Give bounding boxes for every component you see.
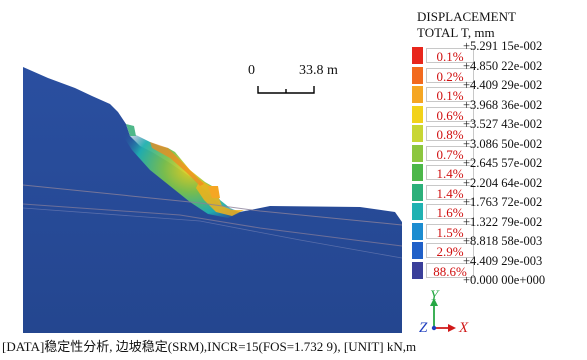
legend-title-line2: TOTAL T, mm (417, 25, 495, 40)
legend-swatch (412, 203, 423, 220)
legend-row: 1.4% (412, 164, 587, 181)
legend-percent: 1.5% (426, 223, 474, 240)
y-axis-label: Y (430, 288, 439, 304)
legend-swatch (412, 47, 423, 64)
legend-tick-value: +8.818 58e-003 (463, 234, 543, 248)
legend-percent: 1.4% (426, 165, 474, 181)
y-axis-arrowhead (430, 298, 438, 306)
legend-swatch (412, 66, 423, 84)
legend-row: 0.8% (412, 125, 587, 142)
legend-title-line1: DISPLACEMENT (417, 9, 516, 24)
displacement-band (118, 110, 252, 218)
legend-tick-value: +5.291 15e-002 (463, 39, 543, 53)
legend-tick-value: +4.409 29e-002 (463, 78, 543, 92)
legend-swatch (412, 222, 423, 240)
legend-percent: 0.1% (426, 87, 474, 103)
displacement-rim (150, 142, 204, 186)
z-axis-label: Z (419, 320, 428, 336)
legend-swatch (412, 242, 423, 259)
layer-line (22, 203, 403, 247)
legend-swatch (412, 86, 423, 103)
legend-swatch (412, 164, 423, 181)
scale-bar-start-label: 0 (248, 63, 255, 78)
x-axis-arrowhead (448, 324, 456, 332)
legend-percent: 0.8% (426, 126, 474, 142)
terrace-block (208, 186, 220, 198)
legend-row: 2.9% (412, 242, 587, 259)
legend-percent: 0.6% (426, 106, 474, 123)
legend-percent: 1.4% (426, 184, 474, 201)
scale-bar-line (257, 86, 315, 94)
legend-swatch (412, 261, 423, 279)
legend-row: 88.6% (412, 261, 587, 279)
legend-tick-value: +3.527 43e-002 (463, 117, 543, 131)
legend-swatch (412, 144, 423, 162)
legend-tick-value: +3.086 50e-002 (463, 136, 543, 151)
legend-tick-value: +0.000 00e+000 (463, 273, 546, 287)
legend-swatch (412, 105, 423, 123)
legend-percent: 0.7% (426, 145, 474, 162)
legend-percent: 0.2% (426, 67, 474, 84)
terrace-block (126, 124, 136, 136)
legend-row: 0.6% (412, 105, 587, 123)
legend-tick-value: +2.645 57e-002 (463, 156, 543, 170)
legend-tick-value: +4.409 29e-003 (463, 253, 543, 268)
legend-tick-value: +2.204 64e-002 (463, 175, 543, 190)
layer-line (22, 184, 403, 226)
legend-row: 0.2% (412, 66, 587, 84)
legend-tick-value: +1.322 79e-002 (463, 214, 543, 229)
legend-row: 0.1% (412, 86, 587, 103)
legend-percent: 1.6% (426, 204, 474, 220)
x-axis-label: X (459, 320, 469, 336)
legend-percent: 88.6% (426, 262, 474, 279)
legend-row: 1.5% (412, 222, 587, 240)
legend-tick-value: +3.968 36e-002 (463, 97, 543, 112)
legend-swatch (412, 125, 423, 142)
z-axis-origin (431, 325, 437, 331)
legend-row: 0.1% (412, 47, 587, 64)
displacement-core (196, 180, 244, 216)
legend-percent: 2.9% (426, 243, 474, 259)
legend-row: 0.7% (412, 144, 587, 162)
status-footer: [DATA]稳定性分析, 边坡稳定(SRM),INCR=15(FOS=1.732… (2, 339, 417, 354)
legend-row: 1.6% (412, 203, 587, 220)
legend-swatch (412, 183, 423, 201)
scale-bar-end-label: 33.8 m (299, 63, 338, 78)
legend-row: 1.4% (412, 183, 587, 201)
layer-line (22, 207, 403, 259)
legend-percent: 0.1% (426, 48, 474, 64)
legend-tick-value: +1.763 72e-002 (463, 195, 543, 209)
legend-tick-value: +4.850 22e-002 (463, 58, 543, 73)
